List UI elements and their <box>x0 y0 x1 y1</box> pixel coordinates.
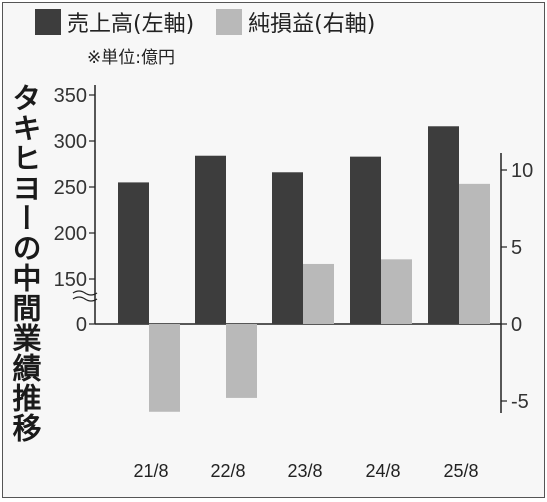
left-tick-label: 350 <box>54 85 87 107</box>
sales-bar <box>350 156 381 324</box>
axis-break-mark <box>72 290 98 296</box>
left-tick-label: 150 <box>54 269 87 291</box>
legend-item-sales: 売上高(左軸) <box>35 6 194 38</box>
left-tick-label: 250 <box>54 177 87 199</box>
left-tick-label: 300 <box>54 131 87 153</box>
right-tick-label: 0 <box>511 314 522 336</box>
sales-bar <box>195 155 226 324</box>
sales-swatch <box>35 9 61 35</box>
profit-bar <box>303 263 334 324</box>
chart-title: タキヒヨーの中間業績推移 <box>8 83 42 443</box>
profit-swatch <box>216 9 243 35</box>
left-tick-label: 200 <box>54 223 87 245</box>
legend: 売上高(左軸) 純損益(右軸) <box>35 7 397 37</box>
legend-profit-label: 純損益(右軸) <box>248 12 376 37</box>
sales-bar <box>272 172 303 324</box>
profit-bar <box>226 324 257 398</box>
plot-area: 0 150 200 250 300 350 -5 0 5 10 21/8 22/8 23/8 24/8 25… <box>54 85 533 481</box>
x-tick-label: 22/8 <box>210 461 245 481</box>
x-tick-label: 25/8 <box>443 461 478 481</box>
x-tick-label: 23/8 <box>287 461 322 481</box>
x-tick-label: 24/8 <box>365 461 400 481</box>
sales-bar <box>118 182 149 324</box>
profit-bar <box>459 183 490 324</box>
left-tick-label: 0 <box>76 314 87 336</box>
legend-item-profit: 純損益(右軸) <box>216 6 375 38</box>
x-tick-label: 21/8 <box>133 461 168 481</box>
right-tick-label: 10 <box>511 160 533 182</box>
unit-note: ※単位:億円 <box>87 48 175 68</box>
legend-sales-label: 売上高(左軸) <box>67 12 195 37</box>
sales-bar <box>428 126 459 324</box>
right-tick-label: 5 <box>511 237 522 259</box>
axis-break-mark <box>72 296 98 302</box>
profit-bar <box>149 324 180 412</box>
profit-bar <box>381 259 412 324</box>
right-tick-label: -5 <box>511 391 529 413</box>
